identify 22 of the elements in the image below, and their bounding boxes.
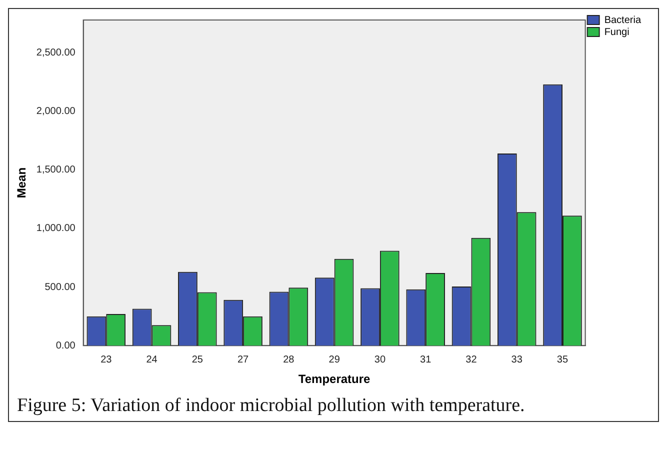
x-tick-label: 25 [192,354,204,366]
legend-label: Bacteria [604,14,642,26]
x-tick-label: 27 [237,354,250,366]
x-tick-label: 29 [328,354,340,366]
x-tick-label: 30 [374,354,386,366]
y-tick-label: 1,000.00 [36,223,76,234]
y-tick-label: 0.00 [56,340,76,352]
x-tick-label: 31 [420,354,432,366]
y-tick-label: 2,500.00 [36,48,76,59]
x-axis-title: Temperature [298,372,371,386]
x-tick-label: 23 [100,354,112,366]
y-tick-label: 1,500.00 [36,164,76,176]
x-tick-label: 24 [146,354,158,366]
x-tick-label: 28 [283,354,295,366]
caption: Figure 5: Variation of indoor microbial pollution with temperature. [17,395,526,417]
x-tick-label: 32 [466,354,478,366]
y-tick-label: 500.00 [44,282,76,293]
x-tick-label: 35 [556,354,568,366]
x-tick-label: 33 [511,354,523,366]
y-tick-label: 2,000.00 [36,106,76,118]
legend-label: Fungi [604,26,630,38]
y-axis-title: Mean [14,167,29,198]
